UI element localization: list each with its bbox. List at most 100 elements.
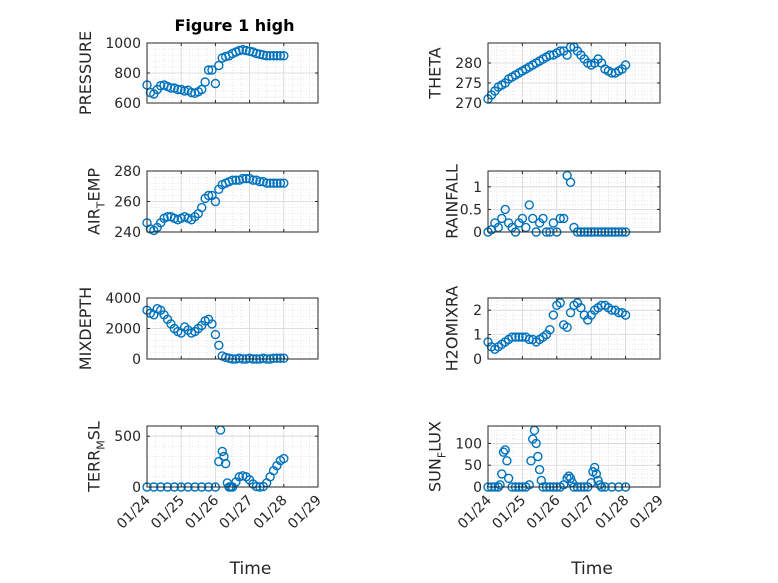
- y-tick-label: 280: [114, 164, 141, 180]
- tick-marks: [487, 426, 661, 488]
- data-point: [510, 332, 521, 342]
- data-point: [155, 81, 166, 91]
- data-point: [514, 332, 524, 342]
- data-point: [231, 175, 241, 185]
- axes-box: [487, 297, 661, 360]
- data-point: [272, 353, 282, 363]
- data-point: [258, 50, 268, 60]
- tick-marks: [487, 43, 661, 104]
- data-point: [262, 51, 272, 61]
- series-markers: [142, 45, 289, 99]
- data-point: [234, 353, 245, 363]
- data-point: [227, 175, 238, 185]
- data-point: [279, 453, 289, 464]
- data-point: [517, 213, 528, 224]
- data-point: [558, 213, 569, 224]
- y-tick-label: 0: [473, 225, 482, 241]
- data-point: [197, 202, 207, 213]
- tick-marks: [487, 298, 661, 360]
- y-tick-label: 600: [114, 96, 141, 112]
- data-point: [555, 298, 565, 308]
- data-point: [507, 332, 517, 342]
- data-point: [255, 176, 265, 187]
- y-axis-label: TERRMSL: [85, 421, 108, 493]
- axes-4: 0 0.5 1 RAINFALL: [443, 164, 661, 241]
- y-tick-label: 800: [114, 66, 141, 82]
- series-markers: [483, 298, 631, 354]
- y-axis-label: MIXDEPTH: [76, 287, 95, 370]
- data-point: [251, 48, 262, 59]
- tick-marks: [146, 42, 319, 104]
- data-point: [275, 178, 286, 188]
- data-point: [500, 204, 510, 215]
- data-point: [207, 65, 217, 75]
- data-point: [186, 87, 197, 98]
- y-tick-label: 1: [473, 328, 482, 344]
- data-point: [162, 212, 173, 222]
- data-point: [591, 469, 602, 479]
- tick-marks: [487, 171, 661, 233]
- data-point: [620, 60, 631, 70]
- data-point: [238, 173, 248, 184]
- data-point: [268, 353, 279, 363]
- y-tick-label: 0: [132, 480, 141, 496]
- y-tick-label: 1000: [105, 36, 141, 52]
- data-point: [173, 84, 183, 95]
- data-point: [536, 475, 547, 486]
- data-point: [197, 84, 207, 95]
- data-point: [203, 65, 214, 75]
- data-point: [220, 458, 231, 469]
- data-point: [234, 45, 245, 56]
- data-point: [493, 222, 504, 233]
- axes-5: 0 2000 4000 MIXDEPTH: [76, 287, 319, 370]
- y-tick-label: 2000: [105, 322, 141, 338]
- data-point: [589, 462, 600, 473]
- data-point: [498, 447, 509, 457]
- series-markers: [483, 42, 631, 104]
- y-tick-label: 50: [464, 458, 482, 474]
- data-point: [279, 51, 289, 61]
- axes-box: [487, 42, 661, 104]
- data-point: [268, 178, 279, 188]
- data-point: [524, 200, 534, 210]
- data-point: [502, 456, 512, 466]
- data-point: [248, 175, 258, 185]
- data-point: [528, 213, 538, 224]
- data-point: [538, 213, 548, 224]
- data-point: [272, 178, 282, 188]
- data-point: [497, 469, 507, 479]
- y-tick-label: 280: [455, 56, 482, 72]
- data-point: [241, 45, 251, 56]
- y-axis-label: H2OMIXRA: [443, 286, 462, 372]
- tick-marks: [146, 426, 319, 488]
- axes-box: [146, 425, 319, 488]
- tick-marks: [146, 297, 319, 360]
- data-point: [533, 451, 543, 462]
- data-point: [620, 310, 631, 320]
- minor-grid: [147, 425, 318, 488]
- data-point: [207, 319, 217, 329]
- x-axis-label: Time: [570, 559, 613, 579]
- axes-2: 270 275 280 THETA: [426, 42, 661, 112]
- y-axis-label: THETA: [426, 47, 445, 99]
- axes-6: 0 1 2 H2OMIXRA: [443, 286, 661, 372]
- data-point: [279, 178, 289, 188]
- data-point: [495, 480, 505, 490]
- data-point: [179, 86, 190, 96]
- data-point: [217, 446, 227, 457]
- data-point: [200, 77, 210, 87]
- y-tick-label: 2: [473, 303, 482, 319]
- data-point: [565, 473, 576, 483]
- y-axis-label: AIRTEMP: [85, 168, 108, 235]
- data-point: [241, 173, 251, 184]
- data-point: [220, 352, 231, 363]
- data-point: [255, 49, 265, 59]
- data-point: [258, 353, 268, 363]
- data-point: [210, 78, 221, 89]
- data-point: [500, 445, 510, 455]
- y-axis-label: PRESSURE: [76, 31, 95, 115]
- data-point: [576, 303, 586, 313]
- series-markers: [142, 173, 289, 236]
- chart-title: Figure 1 high: [175, 16, 295, 35]
